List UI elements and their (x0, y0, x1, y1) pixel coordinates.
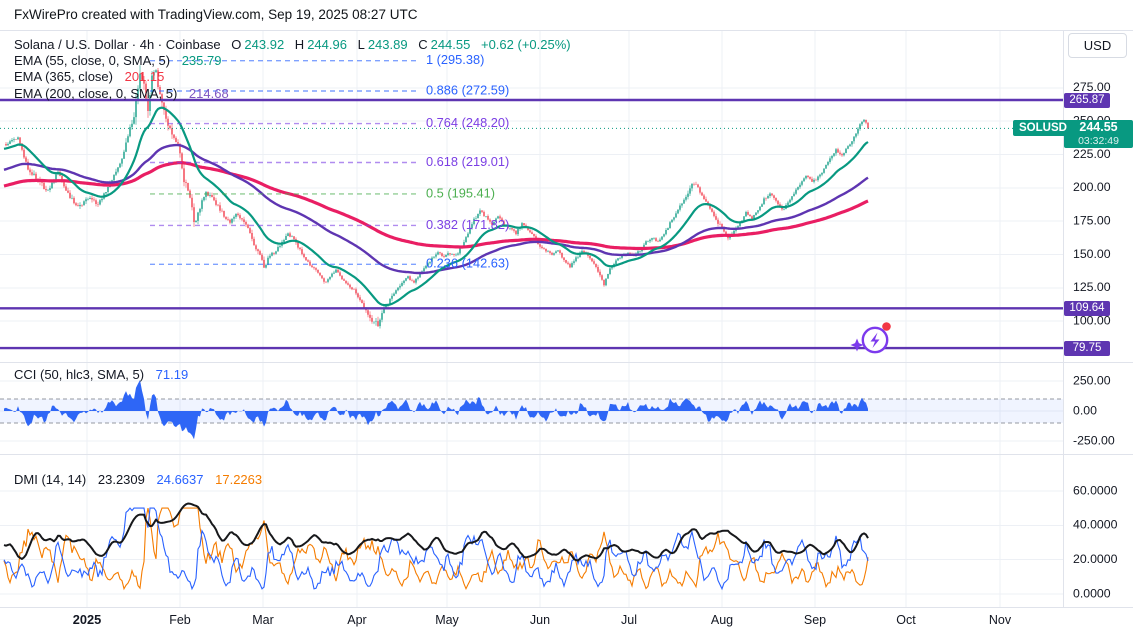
fib-level-label: 0.236 (142.63) (426, 256, 509, 271)
time-scale-drag-area[interactable] (0, 607, 1063, 632)
cci-tick-label: -250.00 (1073, 433, 1115, 447)
price-tick-label: 225.00 (1073, 147, 1111, 161)
price-tick-label: 200.00 (1073, 180, 1111, 194)
fib-level-label: 0.382 (171.82) (426, 217, 509, 232)
price-tick-label: 150.00 (1073, 247, 1111, 261)
price-tick-label: 125.00 (1073, 280, 1111, 294)
time-tick-label: Jul (621, 613, 637, 627)
credit-text: FxWirePro created with TradingView.com, … (14, 7, 418, 22)
price-tick-label: 275.00 (1073, 80, 1111, 94)
fib-level-label: 0.886 (272.59) (426, 82, 509, 97)
time-tick-label: Mar (252, 613, 274, 627)
time-tick-label: Feb (169, 613, 191, 627)
time-tick-label: May (435, 613, 459, 627)
time-tick-label: Nov (989, 613, 1012, 627)
dmi-tick-label: 60.0000 (1073, 483, 1118, 497)
price-tick-label: 175.00 (1073, 213, 1111, 227)
dmi-tick-label: 0.0000 (1073, 586, 1111, 600)
time-tick-label: Jun (530, 613, 550, 627)
fib-level-label: 0.618 (219.01) (426, 154, 509, 169)
fib-level-label: 1 (295.38) (426, 52, 484, 67)
time-tick-label: Aug (711, 613, 733, 627)
credit-bar: FxWirePro created with TradingView.com, … (0, 0, 1133, 30)
price-tick-label: 100.00 (1073, 313, 1111, 327)
dmi-tick-label: 40.0000 (1073, 518, 1118, 532)
dmi-tick-label: 20.0000 (1073, 552, 1118, 566)
cci-tick-label: 0.00 (1073, 403, 1097, 417)
time-tick-label: Apr (347, 613, 366, 627)
time-tick-label: Sep (804, 613, 826, 627)
fib-level-label: 0.764 (248.20) (426, 115, 509, 130)
fib-level-label: 0.5 (195.41) (426, 185, 495, 200)
price-scale-drag-area[interactable] (1063, 30, 1133, 607)
time-tick-label: Oct (896, 613, 916, 627)
cci-tick-label: 250.00 (1073, 373, 1111, 387)
time-tick-label: 2025 (73, 612, 101, 627)
